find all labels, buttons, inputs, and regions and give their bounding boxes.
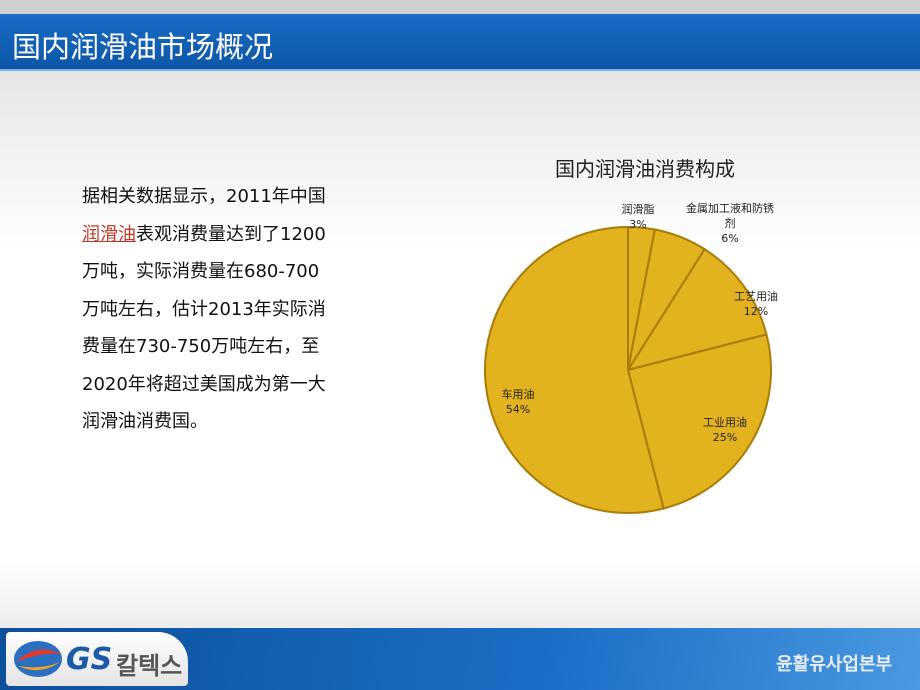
text: 据相关数据显示，2011年中国 bbox=[82, 186, 326, 207]
category-label: 剂 bbox=[725, 216, 736, 230]
link[interactable]: 润滑油 bbox=[82, 223, 136, 245]
pie-slice bbox=[625, 247, 768, 372]
chart-title: 国内润滑油消费构成 bbox=[555, 157, 735, 181]
slide-title: 国内润滑油市场概况 bbox=[12, 30, 274, 64]
category-label: 车用油 bbox=[502, 387, 535, 401]
body-text: 据相关数据显示，2011年中国润滑油表观消费量达到了1200万吨，实际消费量在6… bbox=[82, 178, 334, 441]
top-strip bbox=[0, 0, 920, 14]
value-label: 25% bbox=[713, 431, 737, 444]
text: 表观消费量达到了1200万吨，实际消费量在680-700万吨左右，估计2013年… bbox=[82, 223, 326, 433]
division: 윤활유사업본부 bbox=[776, 654, 892, 675]
logo bbox=[6, 632, 188, 686]
chart: 国内润滑油消费构成 润滑脂 3% 金属加工液和防锈剂 6% 工艺用油 12% 工业用油 25%… bbox=[484, 157, 778, 514]
logo-icon bbox=[14, 641, 62, 677]
slice-label: 润滑脂 3% bbox=[622, 202, 655, 231]
value-label: 3% bbox=[629, 218, 646, 231]
category-label: 金属加工液和防锈 bbox=[686, 201, 774, 215]
value-label: 6% bbox=[721, 232, 738, 245]
logo-text: 칼텍스 bbox=[116, 652, 183, 680]
pie-slice bbox=[626, 333, 772, 510]
value-label: 54% bbox=[506, 403, 530, 416]
pie-slice bbox=[484, 225, 665, 514]
logo-mark: GS bbox=[66, 642, 113, 677]
title-bar bbox=[0, 14, 920, 71]
slice-label: 工艺用油 12% bbox=[734, 289, 778, 318]
category-label: 工业用油 bbox=[703, 415, 747, 429]
slice-label: 工业用油 25% bbox=[703, 415, 747, 444]
category-label: 润滑脂 bbox=[622, 202, 655, 216]
category-label: 工艺用油 bbox=[734, 289, 778, 303]
value-label: 12% bbox=[744, 305, 768, 318]
slice-label: 车用油 54% bbox=[502, 387, 535, 416]
slice-label: 金属加工液和防锈剂 6% bbox=[686, 201, 774, 245]
